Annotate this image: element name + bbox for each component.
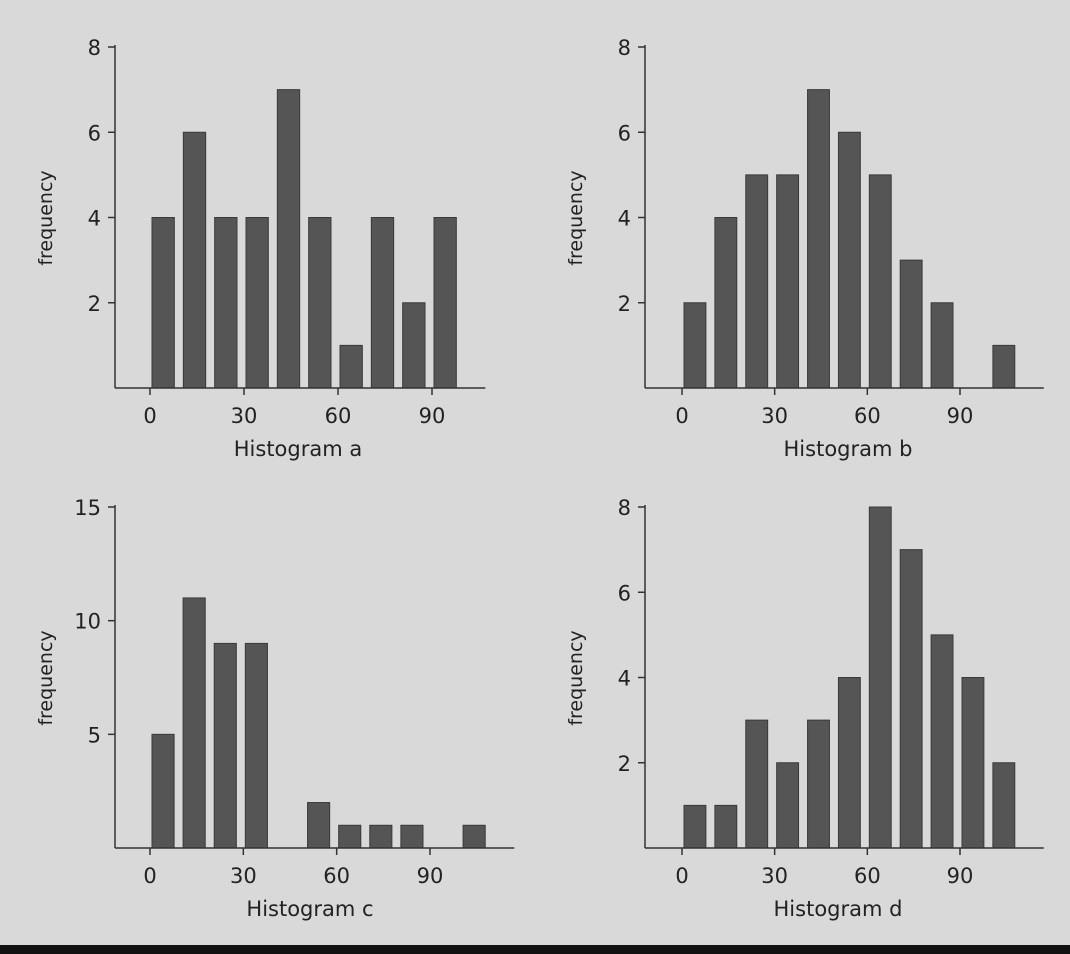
histogram-bar — [182, 131, 207, 389]
x-tick-label: 30 — [230, 864, 257, 888]
histogram-bar — [899, 259, 923, 389]
y-tick-label: 8 — [618, 36, 631, 60]
x-tick-label: 60 — [325, 404, 352, 428]
x-tick-label: 60 — [854, 404, 881, 428]
histogram-bar — [745, 174, 769, 389]
histogram-bar — [776, 174, 800, 389]
histogram-bar — [433, 217, 457, 389]
y-tick-label: 2 — [88, 292, 101, 316]
histogram-title: Histogram c — [246, 897, 373, 921]
bottom-rule — [0, 945, 1070, 954]
y-axis-label: frequency — [35, 170, 57, 265]
histogram-bar — [899, 549, 923, 849]
y-tick-label: 6 — [618, 581, 631, 605]
histogram-bar — [151, 217, 175, 389]
histogram-bar — [462, 824, 486, 849]
histogram-bar — [276, 89, 301, 389]
histogram-bar — [370, 217, 395, 389]
x-tick-label: 30 — [761, 864, 788, 888]
x-tick-label: 0 — [143, 864, 156, 888]
x-tick-label: 30 — [231, 404, 258, 428]
y-tick-label: 5 — [88, 723, 101, 747]
histogram-title: Histogram d — [774, 897, 903, 921]
x-tick-label: 0 — [675, 404, 688, 428]
histogram-bar — [214, 217, 238, 389]
y-tick-label: 2 — [618, 752, 631, 776]
histogram-panel-a: 2 4 6 8 0 30 60 90 frequency Histogram a — [35, 36, 486, 461]
y-tick-label: 6 — [618, 121, 631, 145]
histogram-bar — [369, 824, 393, 849]
histogram-bar — [837, 677, 861, 849]
histogram-bar — [868, 174, 892, 389]
histogram-bar — [307, 802, 331, 849]
histogram-bar — [400, 824, 424, 849]
histogram-bar — [745, 719, 769, 849]
x-tick-label: 60 — [854, 864, 881, 888]
y-tick-label: 4 — [88, 207, 101, 231]
y-tick-label: 4 — [618, 667, 631, 691]
x-tick-label: 90 — [417, 864, 444, 888]
y-tick-label: 4 — [618, 207, 631, 231]
histogram-bar — [868, 506, 892, 849]
y-tick-label: 8 — [88, 36, 101, 60]
histogram-bar — [714, 217, 738, 389]
x-tick-label: 0 — [675, 864, 688, 888]
histogram-bar — [930, 634, 954, 849]
histogram-panel-d: 2 4 6 8 0 30 60 90 frequency Histogram d — [565, 496, 1044, 921]
histogram-bar — [683, 302, 707, 389]
x-tick-label: 30 — [761, 404, 788, 428]
y-axis-label: frequency — [565, 170, 587, 265]
histogram-bar — [961, 677, 985, 849]
histogram-bar — [930, 302, 954, 389]
x-tick-label: 90 — [947, 404, 974, 428]
y-tick-label: 2 — [618, 292, 631, 316]
histogram-bar — [776, 762, 800, 849]
histogram-bar — [683, 804, 707, 849]
x-tick-label: 0 — [143, 404, 156, 428]
histogram-bar — [244, 642, 268, 849]
y-axis-label: frequency — [565, 630, 587, 725]
histogram-bar — [151, 733, 175, 849]
histogram-bar — [807, 719, 830, 849]
histogram-bar — [402, 302, 426, 389]
histogram-bar — [992, 344, 1016, 389]
y-tick-label: 10 — [74, 610, 101, 634]
histogram-bar — [992, 762, 1016, 849]
histogram-bar — [339, 344, 363, 389]
y-tick-label: 8 — [618, 496, 631, 520]
x-tick-label: 90 — [947, 864, 974, 888]
histogram-panel-b: 2 4 6 8 0 30 60 90 frequency Histogram b — [565, 36, 1044, 461]
histogram-bar — [182, 597, 206, 849]
x-tick-label: 60 — [323, 864, 350, 888]
histogram-bar — [807, 89, 830, 389]
histogram-bar — [837, 131, 861, 389]
y-axis-label: frequency — [35, 630, 57, 725]
histogram-bar — [213, 642, 237, 849]
histogram-title: Histogram a — [234, 437, 362, 461]
histogram-bar — [338, 824, 362, 849]
histogram-panel-c: 5 10 15 0 30 60 90 frequency Histogram c — [35, 496, 515, 921]
histogram-title: Histogram b — [784, 437, 913, 461]
histogram-bar — [308, 217, 332, 389]
y-tick-label: 15 — [74, 496, 101, 520]
histogram-bar — [714, 804, 738, 849]
histogram-bar — [245, 217, 269, 389]
y-tick-label: 6 — [88, 121, 101, 145]
x-tick-label: 90 — [419, 404, 446, 428]
